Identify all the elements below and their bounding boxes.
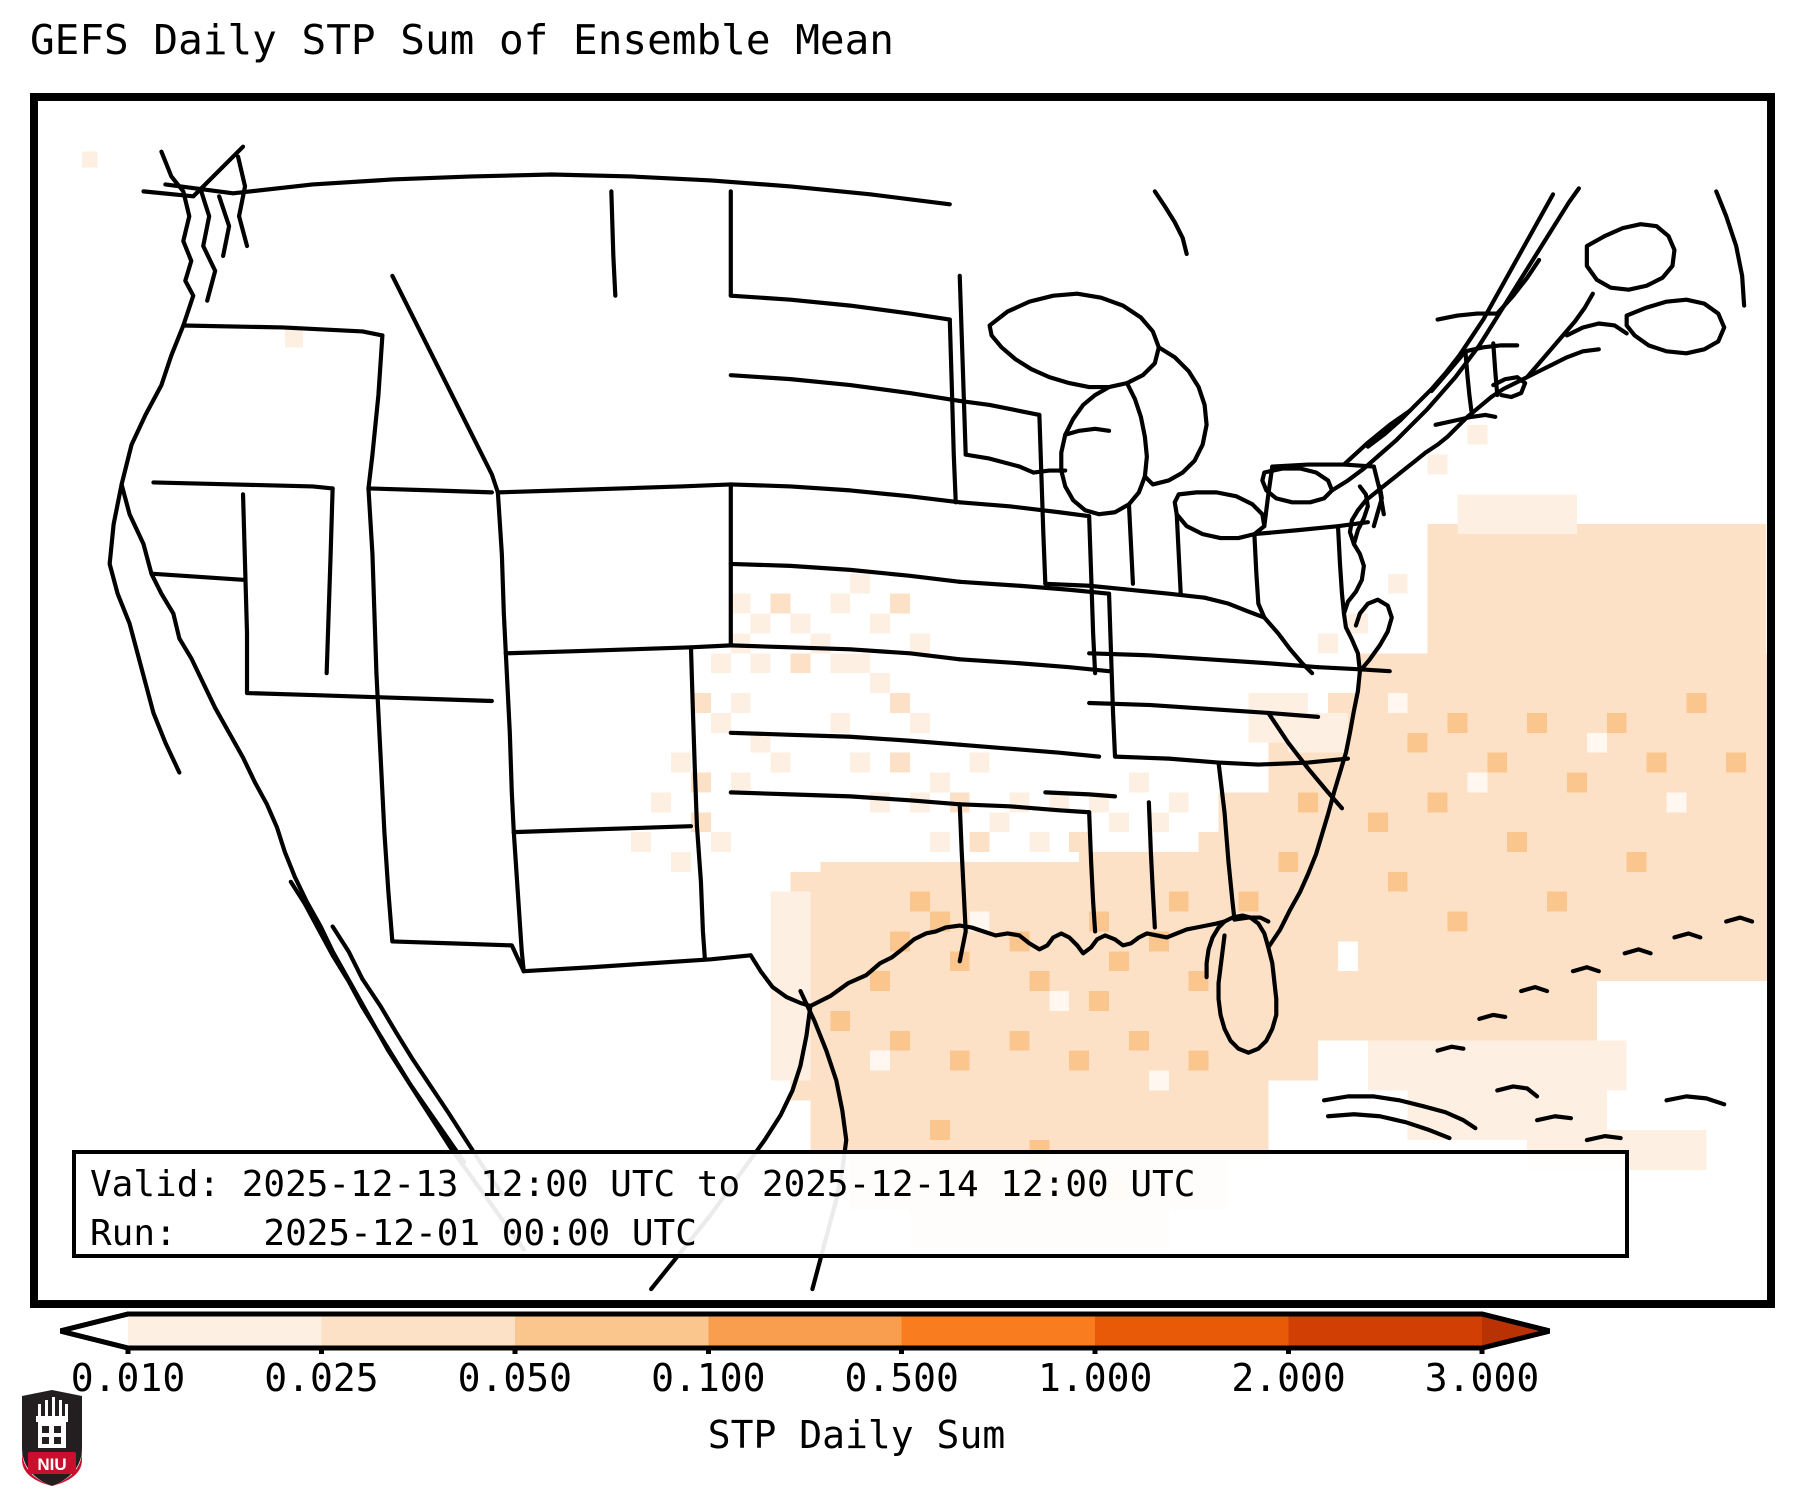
colorbar-band	[901, 1314, 1096, 1348]
colorbar-band	[1095, 1314, 1290, 1348]
colorbar-tick-label: 0.100	[651, 1356, 766, 1400]
colorbar-outline	[60, 1311, 1550, 1354]
niu-logo-shield: NIU	[22, 1390, 82, 1486]
colorbar-tick-labels: 0.010 0.025 0.050 0.100 0.500 1.000 2.000 3.000	[0, 1356, 1700, 1404]
page-title: GEFS Daily STP Sum of Ensemble Mean	[30, 16, 894, 64]
colorbar-tick-label: 2.000	[1231, 1356, 1346, 1400]
colorbar-tick-label: 0.500	[844, 1356, 959, 1400]
map-canvas	[34, 97, 1771, 1304]
colorbar-tick-label: 0.025	[264, 1356, 379, 1400]
colorbar-extend-min	[60, 1314, 128, 1348]
colorbar-band	[1288, 1314, 1483, 1348]
map-frame	[34, 97, 1771, 1304]
colorbar-tick-label: 0.010	[70, 1356, 186, 1400]
info-box: Valid: 2025-12-13 12:00 UTC to 2025-12-1…	[72, 1150, 1629, 1258]
niu-logo: NIU	[16, 1388, 88, 1488]
colorbar-band	[128, 1314, 323, 1348]
colorbar-band	[514, 1314, 709, 1348]
colorbar-tick-label: 0.050	[457, 1356, 573, 1400]
colorbar-band	[708, 1314, 903, 1348]
map-panel[interactable]: Valid: 2025-12-13 12:00 UTC to 2025-12-1…	[30, 93, 1775, 1308]
geography-lines	[107, 144, 1755, 1292]
colorbar-tick-label: 1.000	[1037, 1356, 1153, 1400]
colorbar-tick-label: 3.000	[1424, 1356, 1540, 1400]
castle-windows	[42, 1426, 61, 1444]
colorbar-canvas	[60, 1311, 1550, 1354]
niu-wordmark: NIU	[37, 1455, 66, 1474]
valid-time-text: Valid: 2025-12-13 12:00 UTC to 2025-12-1…	[90, 1164, 1196, 1205]
run-time-text: Run: 2025-12-01 00:00 UTC	[90, 1213, 697, 1254]
banner-plate	[28, 1452, 76, 1474]
colorbar[interactable]	[60, 1308, 1550, 1354]
colorbar-axis-label: STP Daily Sum	[707, 1413, 1006, 1457]
colorbar-extend-max	[1482, 1314, 1550, 1348]
colorbar-band	[321, 1314, 516, 1348]
colorbar-bands	[60, 1314, 1550, 1348]
